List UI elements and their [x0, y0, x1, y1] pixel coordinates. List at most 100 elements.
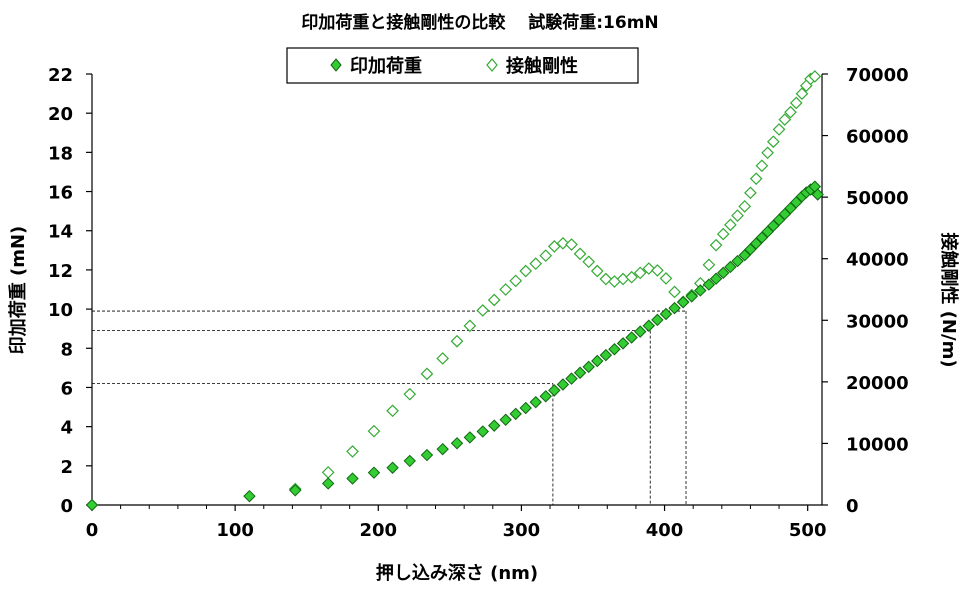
stiffness-point — [702, 258, 716, 272]
load-point — [548, 384, 561, 397]
legend-box — [286, 47, 639, 84]
y2-tick-label: 10000 — [846, 434, 909, 455]
load-point — [420, 448, 434, 462]
stiffness-point — [420, 367, 434, 381]
y-tick-label: 20 — [48, 104, 73, 125]
stiffness-point — [642, 262, 656, 275]
load-point — [346, 472, 359, 485]
stiffness-point — [808, 70, 822, 83]
load-point — [616, 337, 630, 350]
stiffness-point — [487, 293, 501, 307]
stiffness-point — [724, 218, 737, 232]
stiffness-point — [463, 319, 477, 333]
load-point — [519, 401, 532, 415]
stiffness-point — [519, 264, 533, 278]
stiffness-point — [668, 285, 681, 299]
stiffness-point — [346, 445, 359, 458]
legend-label-stiffness: 接触剛性 — [506, 55, 578, 77]
x-tick-label: 0 — [86, 520, 99, 541]
legend: 印加荷重 接触剛性 — [286, 47, 639, 84]
load-point — [463, 431, 477, 444]
y2-tick-label: 70000 — [846, 65, 909, 86]
load-point — [709, 272, 723, 285]
chart-title: 印加荷重と接触剛性の比較 試験荷重:16mN — [301, 12, 658, 33]
stiffness-point — [625, 270, 638, 284]
load-point — [565, 372, 578, 385]
load-point — [651, 313, 664, 327]
load-point — [450, 437, 464, 450]
load-point — [702, 278, 716, 291]
load-point — [488, 419, 501, 432]
load-point — [724, 260, 737, 274]
y-tick-label: 12 — [48, 261, 73, 282]
stiffness-point — [716, 227, 730, 241]
x-tick-label: 500 — [789, 520, 827, 541]
load-point — [694, 284, 707, 297]
load-point — [599, 348, 613, 362]
stiffness-point — [386, 404, 399, 418]
load-point — [731, 254, 744, 268]
stiffness-point — [749, 172, 763, 186]
stiffness-point — [436, 352, 450, 365]
load-point — [573, 366, 587, 379]
y-tick-label: 4 — [60, 418, 73, 439]
load-point — [476, 425, 489, 438]
load-point — [642, 319, 656, 332]
stiffness-point — [738, 200, 752, 213]
stiffness-point — [509, 274, 523, 288]
load-point — [403, 454, 416, 468]
y-axis-label: 印加荷重 (mN) — [7, 226, 29, 355]
y2-tick-label: 0 — [846, 496, 859, 517]
stiffness-point — [539, 249, 553, 262]
load-point — [243, 489, 256, 503]
x-tick-label: 100 — [216, 520, 254, 541]
y2-tick-label: 50000 — [846, 188, 909, 209]
stiffness-point — [565, 238, 578, 251]
y-tick-label: 18 — [48, 143, 73, 164]
stiffness-point — [755, 159, 769, 173]
y2-tick-label: 40000 — [846, 250, 909, 271]
load-point — [676, 296, 690, 309]
load-point — [659, 307, 673, 321]
stiffness-point — [590, 264, 604, 278]
tick-labels: 0 100 200 300 400 500 0 2 4 6 8 10 12 14 16 18 20 22 0 1000… — [48, 65, 909, 541]
stiffness-point — [321, 466, 335, 479]
y-tick-label: 22 — [48, 65, 73, 86]
stiffness-point — [731, 209, 744, 222]
load-point — [509, 407, 522, 421]
stiffness-point — [772, 123, 786, 136]
y-tick-label: 8 — [60, 339, 73, 360]
stiffness-point — [789, 96, 803, 110]
load-point — [685, 290, 698, 303]
y2-tick-label: 20000 — [846, 373, 909, 394]
stiffness-point — [761, 146, 774, 160]
stiffness-point — [573, 247, 587, 261]
stiffness-point — [784, 105, 797, 119]
x-tick-label: 300 — [503, 520, 541, 541]
load-point — [811, 188, 824, 201]
load-point — [608, 343, 621, 356]
y-tick-label: 6 — [60, 378, 73, 399]
load-point — [582, 360, 595, 374]
stiffness-point — [476, 304, 490, 317]
y-tick-label: 2 — [60, 457, 73, 478]
tick-marks — [86, 73, 828, 511]
y-tick-label: 14 — [48, 222, 73, 243]
stiffness-point — [633, 266, 647, 280]
stiffness-point — [651, 264, 664, 277]
stiffness-point — [709, 238, 723, 252]
y2-tick-label: 30000 — [846, 311, 909, 332]
stiffness-point — [778, 113, 792, 126]
load-point — [367, 466, 381, 479]
stiffness-point — [795, 87, 809, 101]
load-point — [634, 325, 647, 338]
stiffness-point — [450, 334, 464, 348]
y-tick-label: 16 — [48, 183, 73, 204]
reference-lines — [92, 310, 687, 505]
load-point — [717, 266, 730, 280]
x-axis-label: 押し込み深さ (nm) — [376, 562, 538, 584]
x-tick-label: 400 — [646, 520, 684, 541]
load-point — [591, 354, 604, 368]
load-point — [556, 378, 570, 391]
